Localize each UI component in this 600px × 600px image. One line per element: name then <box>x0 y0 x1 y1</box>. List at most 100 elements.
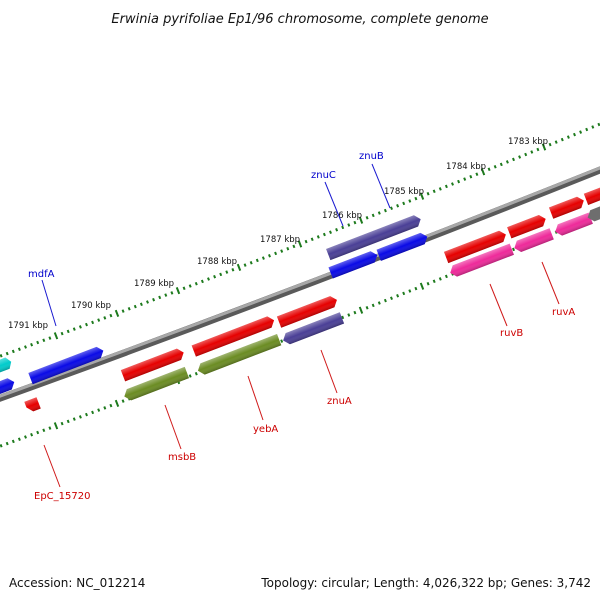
leader-msbB <box>164 404 182 450</box>
scale-minor-tick <box>499 162 503 167</box>
scale-minor-tick <box>505 160 509 164</box>
gene-yebA[interactable] <box>196 333 282 376</box>
gene-znuC[interactable] <box>328 249 380 279</box>
label-ruvA[interactable]: ruvA <box>552 307 575 318</box>
scale-minor-tick <box>377 211 381 215</box>
label-znuA[interactable]: znuA <box>327 396 352 407</box>
scale-minor-tick <box>91 320 95 325</box>
gene-msbB[interactable] <box>122 366 190 402</box>
scale-minor-tick <box>213 274 217 279</box>
scale-major-tick <box>53 422 59 430</box>
scale-minor-tick <box>78 415 82 419</box>
gene-znuB[interactable] <box>376 231 430 261</box>
scale-minor-tick <box>231 268 235 272</box>
gene-mdfA[interactable] <box>28 345 105 385</box>
scale-minor-tick <box>426 191 430 196</box>
label-EpC_15720[interactable]: EpC_15720 <box>34 491 90 502</box>
gene-znuA[interactable] <box>281 312 345 346</box>
leader-znuA <box>320 349 338 394</box>
scale-minor-tick <box>170 291 174 295</box>
gene-forward-red-edge-2[interactable] <box>583 186 600 205</box>
gene-forward-red-edge[interactable] <box>548 195 586 219</box>
label-znuB[interactable]: znuB <box>359 151 384 162</box>
scale-minor-tick <box>371 213 375 218</box>
scale-minor-tick <box>365 216 369 220</box>
scale-minor-tick <box>48 426 52 430</box>
scale-minor-tick <box>207 277 210 281</box>
kbp-label-1787: 1787 kbp <box>260 235 300 245</box>
scale-minor-tick <box>341 315 345 320</box>
scale-minor-tick <box>414 196 418 201</box>
gene-reverse-blue-fragment[interactable] <box>0 376 16 396</box>
leader-znuC <box>324 181 344 227</box>
scale-minor-tick <box>152 297 156 302</box>
gene-reverse-pink-3[interactable] <box>553 212 593 238</box>
label-ruvB[interactable]: ruvB <box>500 328 523 339</box>
gene-ruvB[interactable] <box>443 229 508 264</box>
scale-minor-tick <box>463 177 467 181</box>
scale-minor-tick <box>377 301 381 305</box>
scale-minor-tick <box>268 254 271 258</box>
scale-minor-tick <box>573 132 576 137</box>
gene-forward-red-3[interactable] <box>276 294 339 328</box>
scale-minor-tick <box>432 279 436 284</box>
label-yebA[interactable]: yebA <box>253 424 278 435</box>
gene-znuB-outer[interactable] <box>326 213 423 261</box>
scale-minor-tick <box>316 235 320 239</box>
scale-major-tick <box>175 286 181 295</box>
scale-minor-tick <box>91 410 95 415</box>
label-msbB[interactable]: msbB <box>168 452 196 463</box>
scale-major-tick <box>297 240 303 248</box>
scale-minor-tick <box>158 295 162 300</box>
scale-minor-tick <box>310 237 314 242</box>
gene-cyan-fragment[interactable] <box>0 356 13 374</box>
scale-minor-tick <box>493 165 497 169</box>
gene-ruvA[interactable] <box>507 213 548 239</box>
scale-minor-tick <box>469 174 473 179</box>
scale-minor-tick <box>11 439 15 444</box>
label-znuC[interactable]: znuC <box>311 170 336 181</box>
scale-minor-tick <box>457 179 461 184</box>
scale-minor-tick <box>512 157 515 162</box>
scale-minor-tick <box>280 339 284 343</box>
scale-minor-tick <box>261 256 265 260</box>
label-mdfA[interactable]: mdfA <box>28 269 55 280</box>
gene-reverse-pink-1[interactable] <box>448 243 514 279</box>
scale-minor-tick <box>487 167 491 172</box>
scale-minor-tick <box>139 302 143 307</box>
scale-minor-tick <box>30 342 34 347</box>
kbp-label-1785: 1785 kbp <box>384 187 424 197</box>
gene-EpC_15720[interactable] <box>24 397 41 413</box>
scale-minor-tick <box>304 239 308 244</box>
scale-minor-tick <box>78 325 82 329</box>
scale-minor-tick <box>109 403 113 408</box>
scale-minor-tick <box>566 135 570 139</box>
scale-minor-tick <box>42 428 46 433</box>
leader-yebA <box>247 375 264 421</box>
gene-reverse-grey-edge[interactable] <box>586 205 600 223</box>
scale-minor-tick <box>353 220 357 225</box>
scale-minor-tick <box>518 155 522 159</box>
gene-reverse-pink-2[interactable] <box>512 228 554 254</box>
scale-minor-tick <box>286 246 290 251</box>
scale-minor-tick <box>444 184 448 189</box>
scale-minor-tick <box>5 351 9 356</box>
gene-forward-red-1[interactable] <box>120 347 186 382</box>
scale-minor-tick <box>121 309 125 313</box>
scale-minor-tick <box>133 304 137 309</box>
scale-minor-tick <box>426 281 430 286</box>
scale-minor-tick <box>560 137 564 142</box>
scale-minor-tick <box>365 306 369 310</box>
scale-minor-tick <box>188 374 192 378</box>
scale-major-tick <box>358 306 364 314</box>
scale-major-tick <box>114 309 120 318</box>
scale-minor-tick <box>127 307 131 311</box>
scale-major-tick <box>236 263 242 272</box>
scale-minor-tick <box>390 296 393 300</box>
scale-minor-tick <box>48 336 52 340</box>
scale-minor-tick <box>322 232 326 237</box>
kbp-label-1791: 1791 kbp <box>8 321 48 331</box>
gene-forward-red-2[interactable] <box>191 315 277 357</box>
scale-major-tick <box>358 216 364 224</box>
